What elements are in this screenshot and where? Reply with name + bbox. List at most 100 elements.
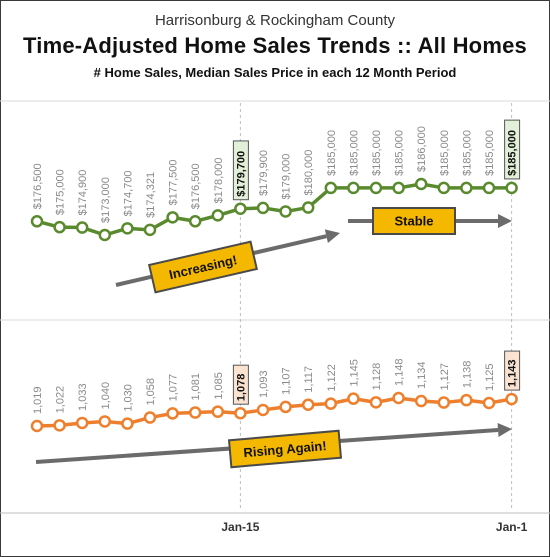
svg-text:$186,000: $186,000 bbox=[416, 126, 428, 172]
svg-text:1,122: 1,122 bbox=[326, 364, 338, 392]
price-point bbox=[166, 211, 179, 224]
sales-data-label: 1,117 bbox=[303, 366, 315, 393]
sales-data-label: 1,093 bbox=[258, 370, 270, 398]
svg-text:1,117: 1,117 bbox=[303, 366, 315, 393]
price-data-label: $185,000 bbox=[394, 130, 406, 176]
sales-data-label: 1,019 bbox=[32, 386, 44, 414]
price-point bbox=[505, 181, 518, 195]
svg-text:1,033: 1,033 bbox=[77, 383, 89, 411]
svg-text:$179,000: $179,000 bbox=[281, 154, 293, 200]
sales-point bbox=[347, 392, 360, 405]
price-data-label: $175,000 bbox=[55, 169, 67, 215]
price-point bbox=[369, 181, 383, 195]
svg-text:1,040: 1,040 bbox=[100, 382, 112, 410]
price-point bbox=[121, 222, 134, 235]
price-data-label: $177,500 bbox=[168, 159, 180, 205]
price-point bbox=[482, 181, 496, 195]
price-point bbox=[437, 181, 451, 195]
price-data-label: $185,000 bbox=[326, 130, 338, 176]
sales-data-label: 1,122 bbox=[326, 364, 338, 392]
price-point bbox=[234, 202, 247, 215]
chart-title: Time-Adjusted Home Sales Trends :: All H… bbox=[23, 33, 527, 58]
sales-point bbox=[143, 411, 157, 424]
svg-text:$180,000: $180,000 bbox=[303, 150, 315, 196]
price-data-label: $173,000 bbox=[100, 177, 112, 223]
svg-text:$185,000: $185,000 bbox=[439, 130, 451, 176]
annotation-label: Stable bbox=[394, 214, 433, 229]
annotation-stable: Stable bbox=[372, 207, 456, 235]
sales-point bbox=[324, 397, 338, 410]
svg-text:1,145: 1,145 bbox=[348, 359, 360, 387]
annotation-rising-again: Rising Again! bbox=[227, 429, 343, 469]
price-data-label: $185,000 bbox=[504, 119, 521, 180]
svg-text:1,143: 1,143 bbox=[507, 360, 519, 388]
sales-data-label: 1,148 bbox=[394, 358, 406, 386]
sales-data-label: 1,078 bbox=[232, 364, 249, 405]
svg-text:1,107: 1,107 bbox=[281, 367, 293, 395]
svg-text:$179,900: $179,900 bbox=[258, 150, 270, 196]
price-point bbox=[279, 205, 292, 218]
price-point bbox=[143, 223, 157, 237]
sales-data-label: 1,134 bbox=[416, 362, 428, 390]
sales-point bbox=[211, 405, 225, 418]
sales-data-label: 1,125 bbox=[484, 363, 496, 391]
price-data-label: $185,000 bbox=[371, 130, 383, 176]
price-point bbox=[347, 181, 360, 195]
svg-text:$185,000: $185,000 bbox=[371, 130, 383, 176]
sales-point bbox=[369, 396, 383, 409]
sales-line bbox=[36, 396, 512, 428]
sales-data-label: 1,128 bbox=[371, 363, 383, 391]
price-point bbox=[211, 209, 225, 222]
price-point bbox=[53, 220, 66, 234]
sales-point bbox=[301, 398, 315, 411]
price-data-label: $179,900 bbox=[258, 150, 270, 196]
price-data-label: $185,000 bbox=[439, 130, 451, 176]
svg-text:1,085: 1,085 bbox=[213, 372, 225, 400]
svg-text:1,128: 1,128 bbox=[371, 363, 383, 391]
sales-point bbox=[256, 403, 270, 417]
svg-text:$178,000: $178,000 bbox=[213, 157, 225, 203]
sales-point bbox=[505, 392, 518, 406]
svg-text:1,077: 1,077 bbox=[168, 374, 180, 402]
svg-text:$174,321: $174,321 bbox=[145, 172, 157, 218]
svg-text:1,081: 1,081 bbox=[190, 373, 202, 401]
sales-data-label: 1,058 bbox=[145, 378, 157, 406]
price-point bbox=[30, 215, 44, 228]
svg-text:$185,000: $185,000 bbox=[484, 130, 496, 176]
sales-point bbox=[53, 419, 66, 432]
svg-text:$179,700: $179,700 bbox=[235, 151, 247, 197]
svg-text:1,127: 1,127 bbox=[439, 363, 451, 391]
x-tick-label: Jan-1 bbox=[496, 520, 528, 534]
sales-point bbox=[234, 406, 247, 420]
sales-point bbox=[30, 419, 44, 433]
price-data-label: $174,700 bbox=[122, 170, 134, 216]
sales-data-label: 1,022 bbox=[55, 386, 67, 414]
sales-point bbox=[437, 396, 451, 409]
svg-text:$185,000: $185,000 bbox=[507, 130, 519, 176]
sales-point bbox=[98, 415, 112, 428]
svg-text:$185,000: $185,000 bbox=[394, 130, 406, 176]
chart-subtitle: # Home Sales, Median Sales Price in each… bbox=[93, 65, 457, 80]
sales-data-label: 1,033 bbox=[77, 383, 89, 411]
price-data-label: $186,000 bbox=[416, 126, 428, 172]
sales-point bbox=[121, 417, 134, 430]
svg-text:$174,900: $174,900 bbox=[77, 170, 89, 216]
svg-text:$176,500: $176,500 bbox=[190, 163, 202, 209]
price-data-label: $174,321 bbox=[145, 172, 157, 218]
price-point bbox=[460, 181, 473, 195]
svg-text:1,058: 1,058 bbox=[145, 378, 157, 406]
sales-data-label: 1,143 bbox=[504, 350, 521, 391]
sales-point bbox=[75, 416, 89, 430]
chart-title-region: Harrisonburg & Rockingham County bbox=[154, 12, 396, 29]
price-data-label: $185,000 bbox=[484, 130, 496, 176]
sales-point bbox=[166, 407, 179, 420]
sales-data-label: 1,081 bbox=[190, 373, 202, 401]
x-tick-label: Jan-15 bbox=[221, 520, 259, 534]
sales-point bbox=[414, 394, 428, 408]
svg-text:$185,000: $185,000 bbox=[461, 130, 473, 176]
svg-text:1,134: 1,134 bbox=[416, 362, 428, 390]
sales-data-label: 1,085 bbox=[213, 372, 225, 400]
price-line bbox=[36, 182, 512, 237]
annotation-increasing: Increasing! bbox=[147, 240, 259, 294]
